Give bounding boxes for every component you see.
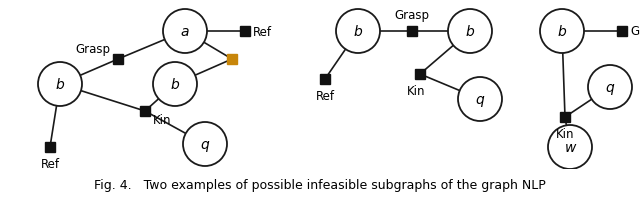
Text: b: b [56, 78, 65, 92]
Text: Grasp: Grasp [630, 25, 640, 38]
Text: Kin: Kin [407, 85, 425, 98]
Text: b: b [171, 78, 179, 92]
Ellipse shape [183, 122, 227, 166]
Bar [560, 112, 570, 122]
Text: Ref: Ref [253, 25, 272, 38]
Bar [227, 55, 237, 65]
Bar [407, 27, 417, 37]
Ellipse shape [153, 63, 197, 106]
Ellipse shape [548, 125, 592, 169]
Text: b: b [466, 25, 474, 39]
Ellipse shape [336, 10, 380, 54]
Bar [45, 142, 55, 152]
Text: Ref: Ref [316, 90, 335, 102]
Text: q: q [200, 137, 209, 151]
Text: Kin: Kin [556, 127, 574, 140]
Bar [320, 75, 330, 85]
Text: Kin: Kin [153, 113, 172, 126]
Text: Grasp: Grasp [394, 9, 429, 22]
Ellipse shape [38, 63, 82, 106]
Bar [617, 27, 627, 37]
Ellipse shape [588, 66, 632, 109]
Ellipse shape [163, 10, 207, 54]
Text: Fig. 4.   Two examples of possible infeasible subgraphs of the graph NLP: Fig. 4. Two examples of possible infeasi… [94, 178, 546, 191]
Text: b: b [354, 25, 362, 39]
Text: b: b [557, 25, 566, 39]
Text: q: q [476, 93, 484, 106]
Bar [140, 106, 150, 116]
Bar [113, 55, 123, 65]
Bar [415, 70, 425, 80]
Bar [240, 27, 250, 37]
Text: w: w [564, 140, 576, 154]
Ellipse shape [448, 10, 492, 54]
Text: Grasp: Grasp [75, 43, 110, 56]
Ellipse shape [540, 10, 584, 54]
Text: a: a [180, 25, 189, 39]
Ellipse shape [458, 78, 502, 121]
Text: q: q [605, 81, 614, 95]
Text: Ref: Ref [40, 157, 60, 170]
